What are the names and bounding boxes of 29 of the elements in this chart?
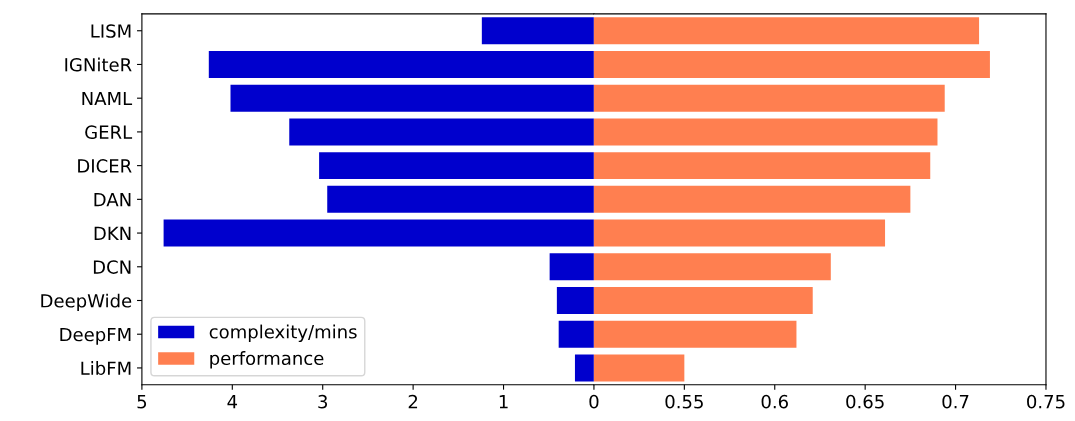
bar [549,253,594,281]
legend-label: performance [210,351,324,369]
y-tick-label: DKN [94,226,131,240]
legend-label: complexity/mins [209,324,357,343]
x-tick-label: 0 [589,394,599,409]
y-tick-label: DeepFM [60,327,131,345]
y-tick-label: GERL [85,125,133,140]
y-tick-label: LibFM [81,361,131,376]
x-tick-label: 5 [137,395,147,409]
x-tick-label: 0.6 [761,394,788,409]
x-tick-label: 4 [227,395,238,409]
bar [556,287,594,314]
x-tick-label: 0.65 [846,394,884,409]
bar [574,354,594,382]
bar [481,17,594,45]
y-tick-label: NAML [82,91,133,106]
y-tick-label: DCN [93,260,131,274]
x-tick-label: 2 [408,394,418,409]
bar [558,320,594,348]
y-tick-label: DeepWide [41,293,132,312]
y-tick-label: IGNiteR [65,57,132,72]
y-tick-label: LISM [91,24,131,38]
x-tick-label: 3 [318,394,328,409]
y-tick-label: DAN [94,193,131,207]
x-tick-label: 1 [499,395,508,409]
x-tick-label: 0.7 [942,394,969,409]
x-tick-label: 0.75 [1027,394,1065,409]
x-tick-label: 0.55 [665,394,703,409]
y-tick-label: DICER [78,159,132,173]
